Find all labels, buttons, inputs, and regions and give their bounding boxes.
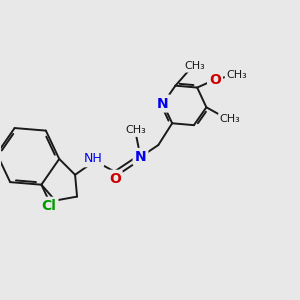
Text: CH₃: CH₃ xyxy=(125,125,146,135)
Text: CH₃: CH₃ xyxy=(226,70,247,80)
Text: Cl: Cl xyxy=(42,199,56,213)
Text: N: N xyxy=(157,97,169,110)
Text: O: O xyxy=(209,73,221,87)
Text: CH₃: CH₃ xyxy=(220,114,241,124)
Text: N: N xyxy=(135,150,146,164)
Text: NH: NH xyxy=(83,152,102,165)
Text: O: O xyxy=(109,172,121,186)
Text: CH₃: CH₃ xyxy=(184,61,205,71)
